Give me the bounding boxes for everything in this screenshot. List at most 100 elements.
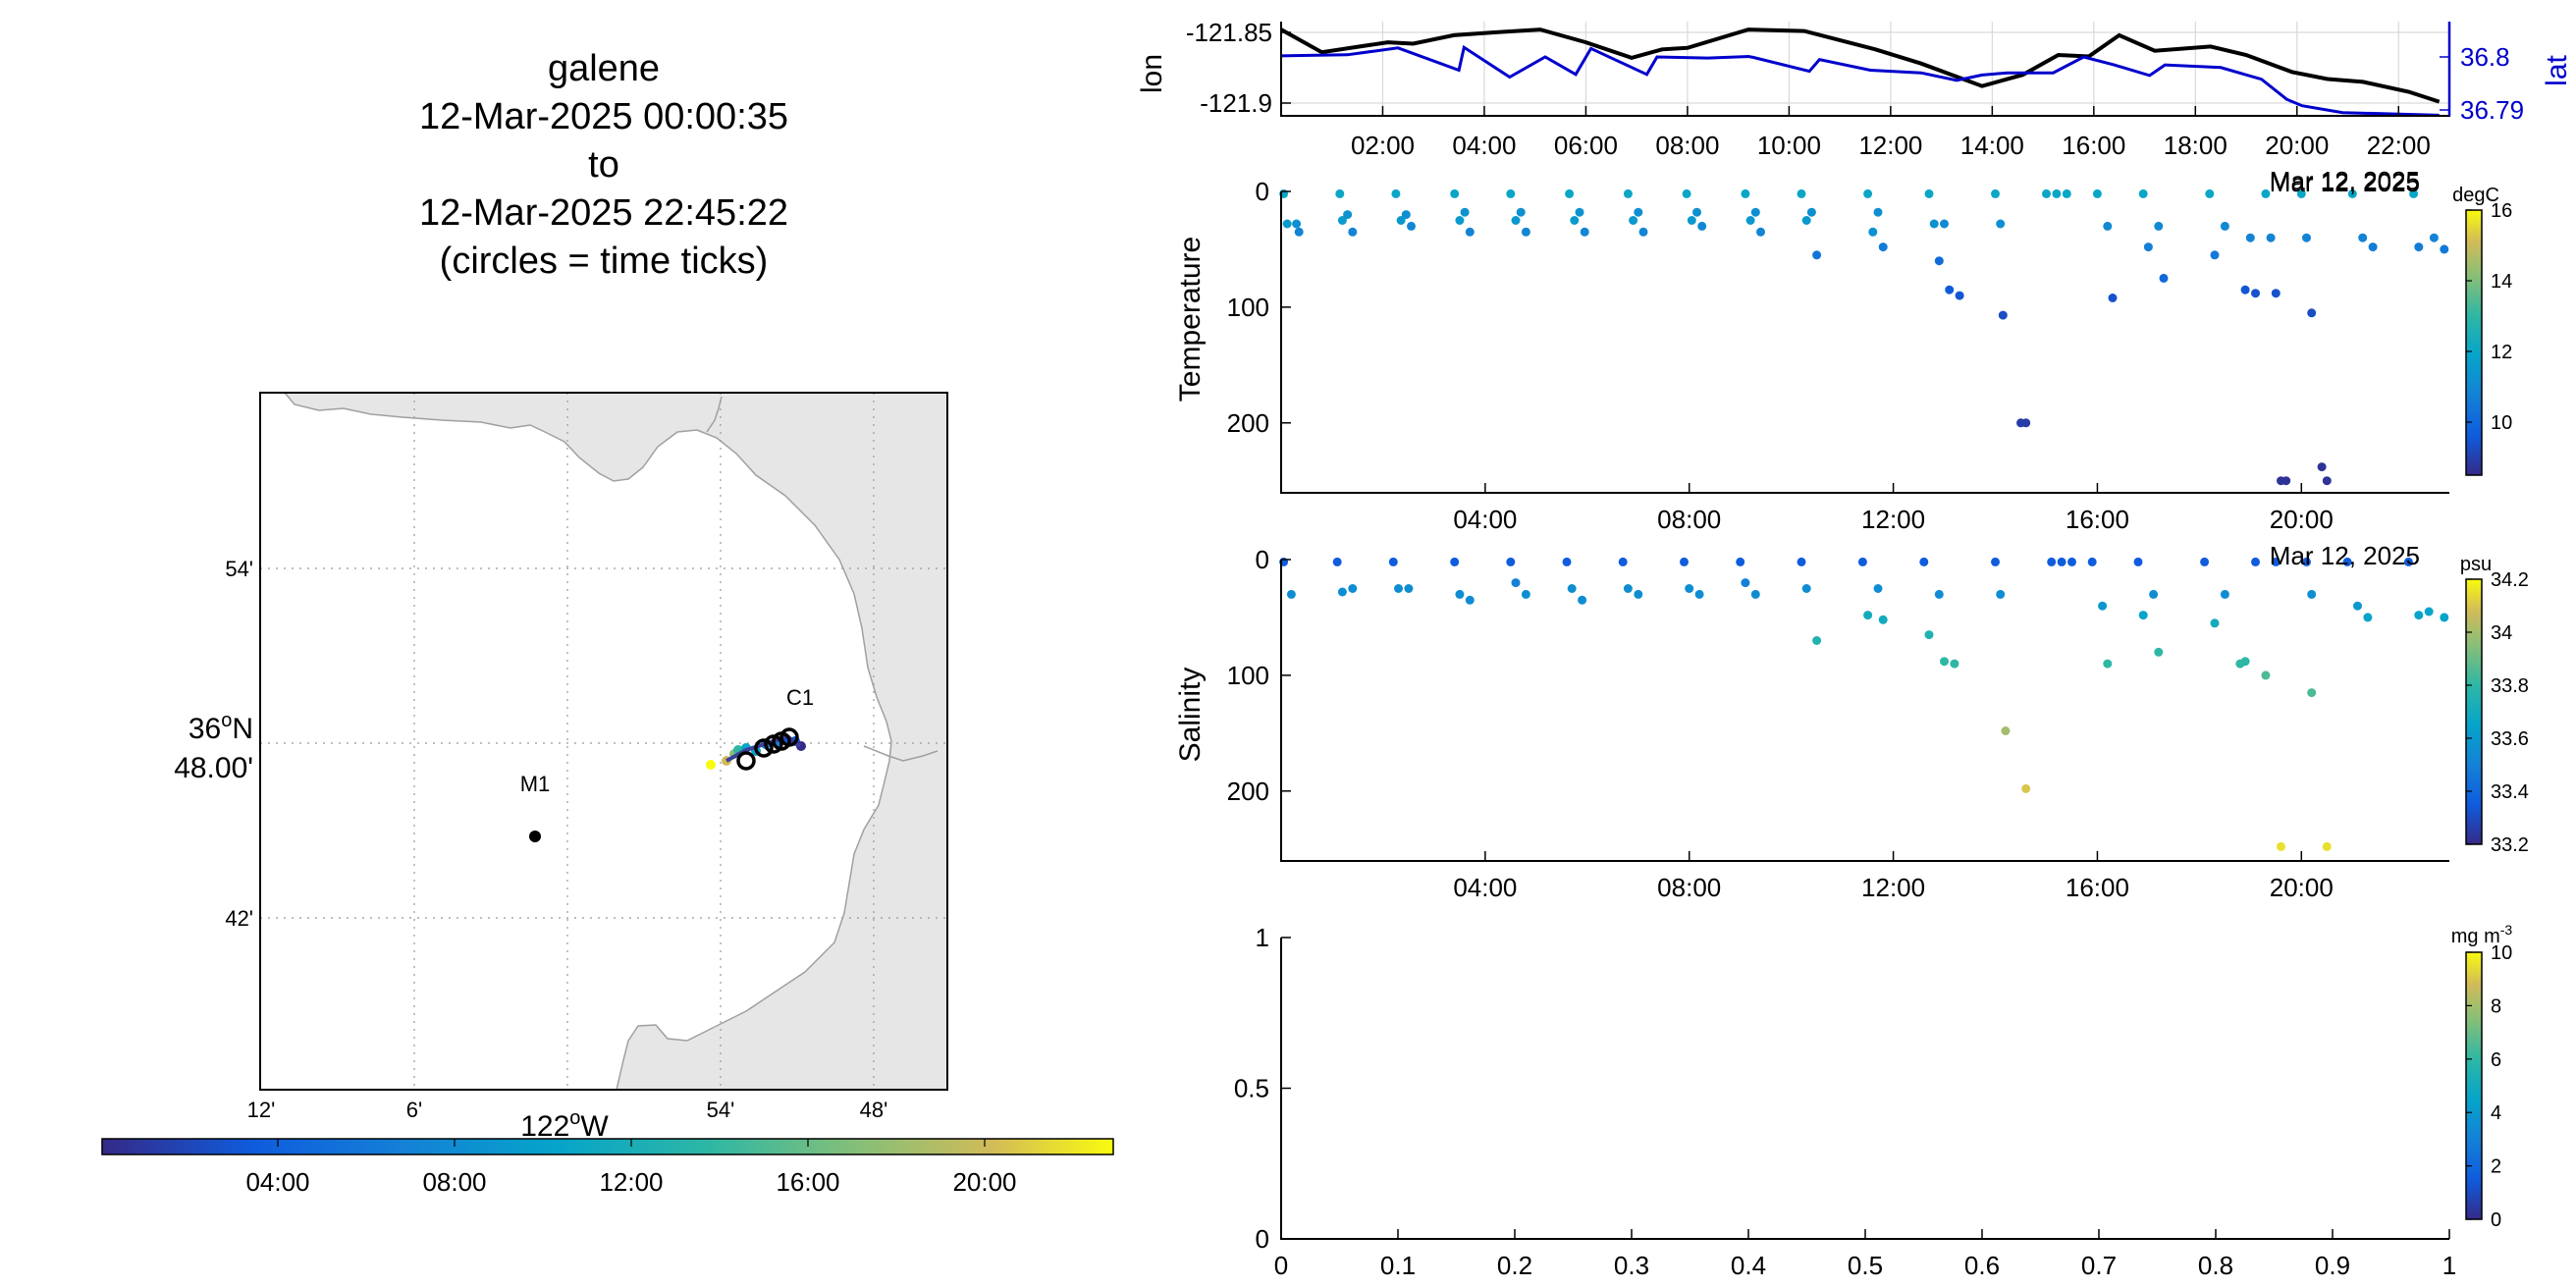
data-point [1934, 589, 1944, 599]
data-point [2210, 618, 2220, 628]
lon-tick-label-2: -121.9 [1200, 88, 1272, 118]
colorbar-tick-label: 6 [2491, 1049, 2501, 1071]
position-date-label: Mar 12, 2025 [2270, 166, 2420, 195]
map-title-line-3: to [588, 144, 619, 186]
salinity-y-ticks: 0 100 200 [1227, 545, 1291, 806]
x-tick-label: 12:00 [1861, 873, 1925, 902]
data-point [2277, 841, 2285, 851]
data-point [1407, 221, 1416, 231]
empty-x-ticks: 0 0.1 0.2 0.3 0.4 0.5 0.6 0.7 0.8 0.9 1 [1274, 1229, 2456, 1280]
position-x-tick-label: 14:00 [1960, 131, 2024, 160]
salinas-river-line [863, 745, 939, 762]
x-tick-label: 0.5 [1848, 1251, 1883, 1280]
data-point [2347, 188, 2357, 198]
x-tick-label: 0.1 [1380, 1251, 1416, 1280]
data-point [1991, 188, 2000, 198]
lon-tick-2: 6' [406, 1098, 422, 1122]
data-point [1618, 557, 1628, 566]
data-point [1940, 219, 1949, 229]
lat-main-minutes: 48.00' [174, 752, 253, 784]
data-point [1343, 210, 1353, 220]
data-point [1878, 615, 1888, 624]
time-tick-circle [772, 731, 791, 751]
y-tick-label: 200 [1227, 408, 1269, 438]
data-point [2240, 285, 2250, 295]
salinity-date-label: Mar 12, 2025 [2270, 541, 2420, 570]
y-tick-label: 1 [1256, 923, 1269, 952]
data-point [1934, 256, 1944, 266]
data-point [2322, 841, 2332, 851]
x-tick-label: 0.9 [2315, 1251, 2350, 1280]
lat-tick-label-2: 36.79 [2460, 95, 2524, 125]
data-point [2322, 476, 2332, 486]
lon-tick-3: 54' [707, 1098, 735, 1122]
temperature-colorbar-unit: degC [2452, 185, 2499, 206]
x-tick-label: 20:00 [2270, 873, 2334, 902]
data-point [1450, 188, 1460, 198]
x-tick-label: 08:00 [1657, 505, 1721, 534]
map-axes: 12' 6' 54' 48' 122oW 54' 42' 36oN 48.00'… [174, 392, 948, 1143]
data-point [2138, 611, 2148, 620]
lat-main-label: 36oN [188, 710, 253, 745]
map-colorbar-tick-5: 20:00 [952, 1167, 1016, 1197]
data-point [1996, 589, 2006, 599]
data-point [1401, 210, 1411, 220]
data-point [1450, 557, 1460, 566]
empty-colorbar-unit: mg m-3 [2451, 922, 2513, 947]
salinity-panel: 0 100 200 04:00 08:00 12:00 16:00 20:00 Mar 12… [1174, 541, 2529, 902]
position-x-ticks: 02:00 04:00 06:00 08:00 10:00 12:00 14:00 16:00… [1351, 106, 2431, 160]
data-point [1506, 188, 1516, 198]
data-point [2358, 233, 2368, 242]
colorbar-tick-label: 10 [2491, 942, 2512, 964]
position-left-ticklines [1281, 31, 1291, 104]
colorbar-tick-label: 33.2 [2491, 834, 2529, 856]
data-point [1694, 589, 1704, 599]
data-point [2062, 188, 2071, 198]
data-point [1465, 227, 1475, 237]
colorbar-tick-label: 33.8 [2491, 675, 2529, 697]
data-point [2261, 188, 2271, 198]
x-tick-label: 0.8 [2198, 1251, 2233, 1280]
data-point [1465, 595, 1475, 605]
lon-tick-label-1: -121.85 [1186, 18, 1272, 47]
colorbar-tick-label: 34 [2491, 622, 2512, 644]
position-x-tick-label: 16:00 [2062, 131, 2125, 160]
data-point [1629, 216, 1638, 225]
data-point [2251, 289, 2260, 298]
land-mass [284, 393, 947, 1090]
position-right-ticklines [2440, 56, 2449, 111]
temperature-x-ticks: 04:00 08:00 12:00 16:00 20:00 [1453, 483, 2334, 534]
temperature-y-ticks: 0 100 200 [1227, 177, 1291, 438]
data-point [1388, 557, 1398, 566]
data-point [2307, 308, 2317, 318]
data-point [2403, 557, 2413, 566]
x-tick-label: 0 [1274, 1251, 1288, 1280]
data-point [2302, 557, 2311, 566]
data-point [2138, 188, 2148, 198]
station-m1-label: M1 [520, 772, 551, 796]
data-point [1286, 589, 1296, 599]
temperature-axis-label: Temperature [1174, 237, 1207, 402]
x-tick-label: 20:00 [2270, 505, 2334, 534]
data-point [1680, 557, 1689, 566]
data-point [2353, 601, 2362, 611]
data-point [1455, 216, 1465, 225]
data-point [1337, 216, 1347, 225]
data-point [1391, 188, 1401, 198]
x-tick-label: 04:00 [1453, 505, 1517, 534]
data-point [2098, 601, 2108, 611]
data-point [2200, 557, 2210, 566]
y-tick-label: 100 [1227, 293, 1269, 322]
temperature-points [1279, 188, 2449, 486]
lon-tick-1: 12' [247, 1098, 276, 1122]
data-point [1950, 659, 1959, 669]
track-point [706, 760, 716, 770]
data-point [1863, 188, 1873, 198]
data-point [1685, 584, 1694, 593]
salinity-axes-box [1280, 560, 2449, 862]
data-point [1337, 587, 1347, 597]
data-point [1797, 557, 1806, 566]
position-x-tick-label: 18:00 [2164, 131, 2227, 160]
y-tick-label: 200 [1227, 777, 1269, 806]
data-point [2021, 783, 2031, 793]
